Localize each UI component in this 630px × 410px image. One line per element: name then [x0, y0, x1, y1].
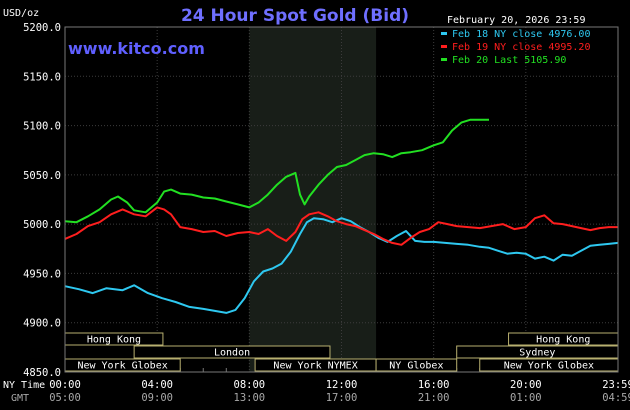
x-tick-label-gmt: 21:00 — [418, 392, 450, 404]
y-tick-label: 5050.0 — [23, 170, 61, 182]
y-tick-label: 5150.0 — [23, 71, 61, 83]
market-session-label: Sydney — [519, 348, 555, 359]
market-session-label: NY Globex — [389, 361, 443, 372]
legend: Feb 18 NY close 4976.00 Feb 19 NY close … — [441, 29, 590, 66]
y-tick-label: 4950.0 — [23, 268, 61, 280]
x-tick-label-gmt: 01:00 — [510, 392, 542, 404]
timestamp: February 20, 2026 23:59 — [447, 15, 585, 26]
market-session-label: London — [214, 348, 250, 359]
market-session-bar — [133, 345, 331, 359]
y-tick-label: 5100.0 — [23, 121, 61, 133]
x-tick-label-gmt: 05:00 — [49, 392, 81, 404]
market-hours-bars: Hong Kong Hong Kong London Sydney New York G… — [64, 332, 619, 372]
x-tick-label-ny: 23:59 — [602, 379, 630, 391]
x-tick-label-gmt: 04:59 — [602, 392, 630, 404]
x-tick-label-ny: 04:00 — [141, 379, 173, 391]
y-axis: 4850.0 4900.0 4950.0 5000.0 5050.0 5100.0 5150… — [23, 22, 61, 379]
series-line-1 — [64, 206, 618, 246]
x-tick-label-ny: 20:00 — [510, 379, 542, 391]
x-tick-label-gmt: 17:00 — [326, 392, 358, 404]
market-session-label: New York Globex — [504, 361, 594, 372]
x-tick-label-ny: 08:00 — [234, 379, 266, 391]
legend-item-feb19: Feb 19 NY close 4995.20 — [452, 42, 590, 53]
plot-frame — [64, 26, 619, 373]
y-tick-label: 4850.0 — [23, 367, 61, 379]
x-tick-label-ny: 00:00 — [49, 379, 81, 391]
legend-swatch-feb19 — [441, 45, 447, 48]
market-session-label: Hong Kong — [87, 335, 141, 346]
legend-item-feb18: Feb 18 NY close 4976.00 — [452, 29, 590, 40]
chart-title: 24 Hour Spot Gold (Bid) — [181, 6, 409, 26]
y-tick-label: 5200.0 — [23, 22, 61, 34]
kitco-watermark: www.kitco.com — [68, 39, 205, 58]
market-session-label: New York Globex — [77, 361, 167, 372]
x-tick-label-ny: 12:00 — [326, 379, 358, 391]
series-line-2 — [64, 118, 489, 224]
y-tick-label: 4900.0 — [23, 318, 61, 330]
legend-swatch-feb20 — [441, 58, 447, 61]
market-session-bar — [375, 358, 458, 372]
legend-item-feb20: Feb 20 Last 5105.90 — [452, 55, 566, 66]
y-tick-label: 5000.0 — [23, 219, 61, 231]
series-lines — [64, 118, 619, 314]
x-tick-label-gmt: 09:00 — [141, 392, 173, 404]
nymex-shading — [249, 27, 377, 372]
unit-label: USD/oz — [3, 8, 39, 19]
gmt-label: GMT — [11, 393, 29, 404]
legend-swatch-feb18 — [441, 32, 447, 35]
x-tick-label-gmt: 13:00 — [234, 392, 266, 404]
market-session-label: New York NYMEX — [273, 361, 357, 372]
market-session-label: Hong Kong — [536, 335, 590, 346]
ny-time-label: NY Time — [3, 380, 45, 391]
x-tick-label-ny: 16:00 — [418, 379, 450, 391]
